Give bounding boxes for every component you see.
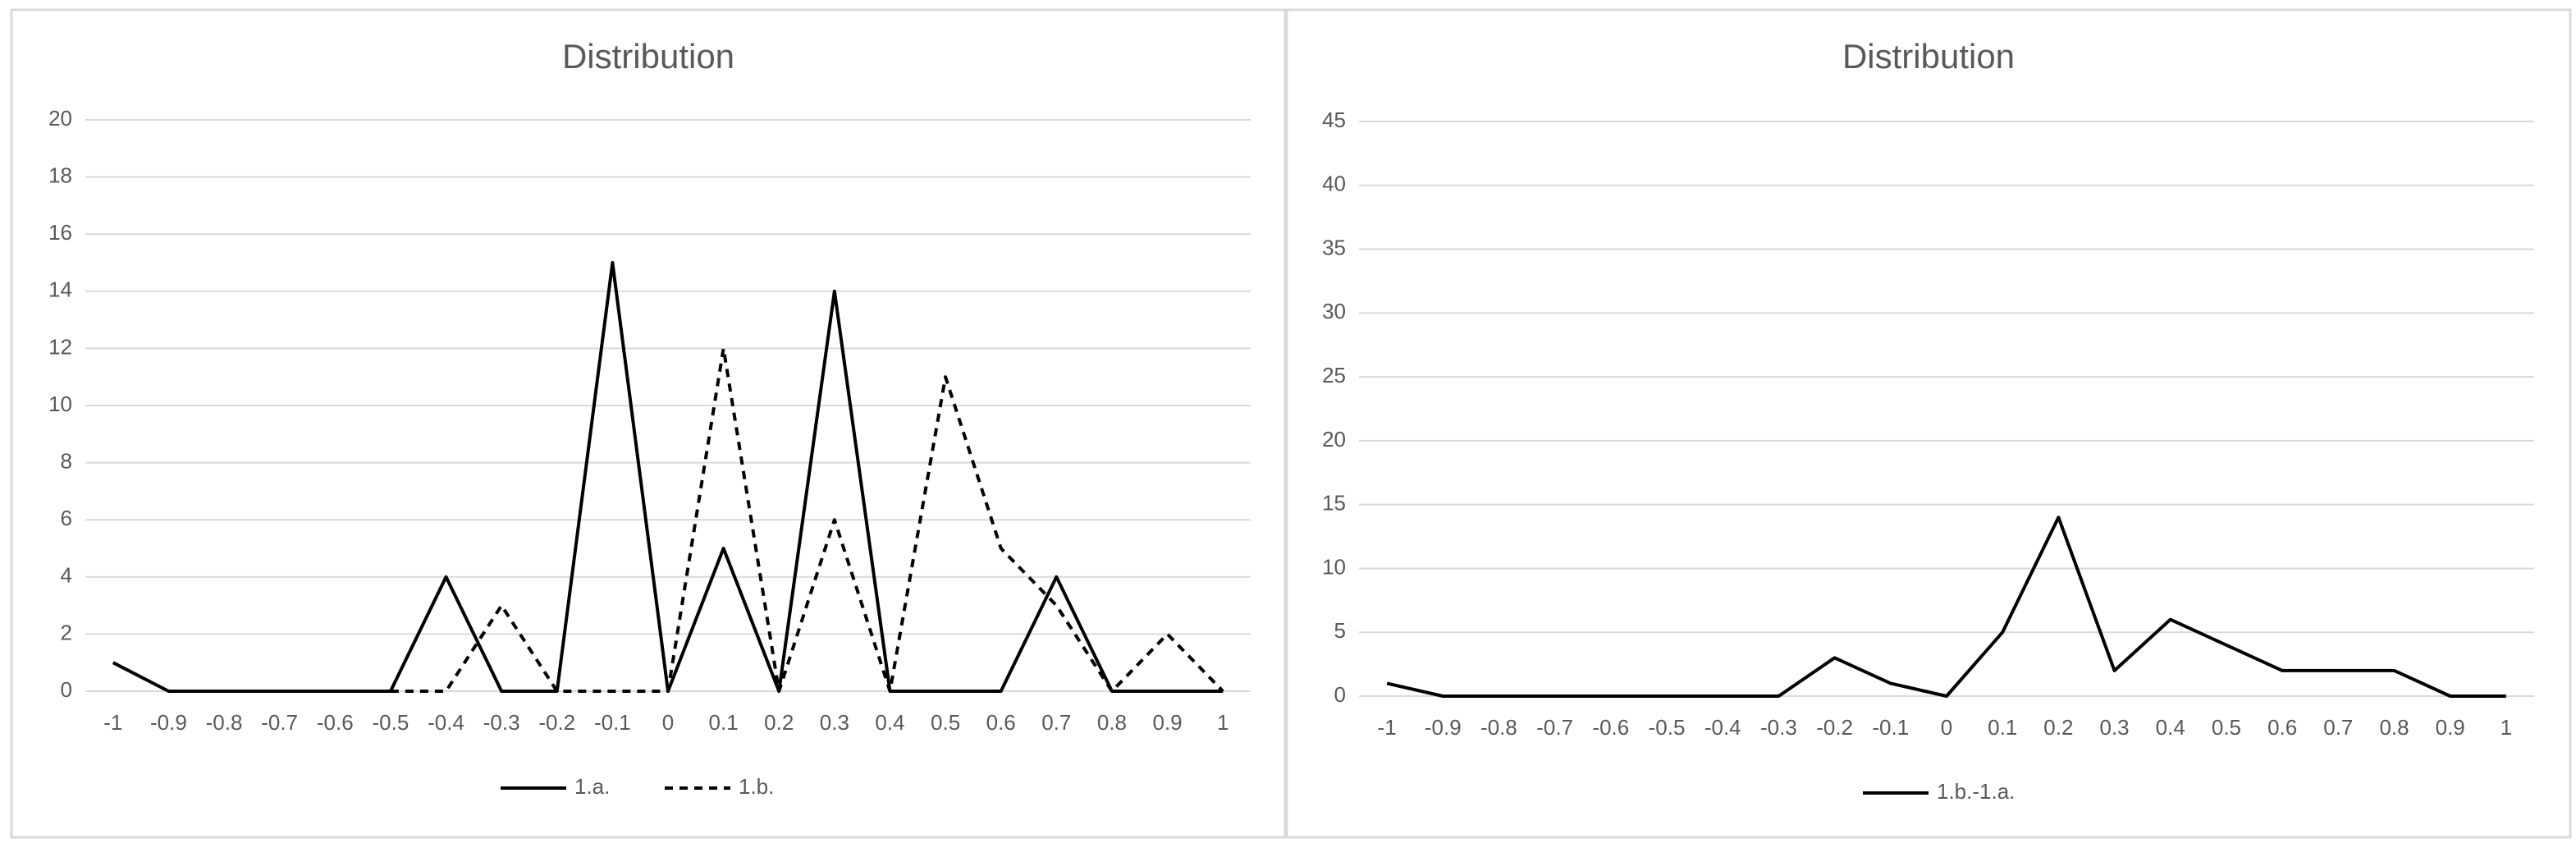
y-tick-label: 12: [48, 334, 72, 359]
y-tick-label: 25: [1322, 363, 1346, 387]
x-tick-label: -0.8: [1480, 715, 1517, 740]
x-tick-label: 0.1: [709, 710, 739, 735]
x-tick-label: -0.7: [1536, 715, 1573, 740]
x-tick-label: 0.8: [2379, 715, 2409, 740]
y-tick-label: 2: [61, 620, 72, 644]
x-tick-label: -1: [1378, 715, 1397, 740]
x-tick-label: 0.9: [2436, 715, 2465, 740]
x-tick-label: 0.5: [2212, 715, 2241, 740]
x-tick-label: -0.2: [1816, 715, 1853, 740]
y-tick-label: 0: [61, 677, 72, 702]
x-tick-label: 0.3: [820, 710, 849, 735]
x-tick-label: -1: [103, 710, 122, 735]
y-tick-label: 20: [48, 106, 72, 131]
x-tick-label: -0.5: [1649, 715, 1686, 740]
series-line: [390, 346, 1224, 693]
x-tick-label: 0.6: [986, 710, 1016, 735]
y-tick-label: 45: [1322, 108, 1346, 132]
y-tick-label: 10: [1322, 554, 1346, 579]
y-tick-label: 10: [48, 392, 72, 416]
x-tick-label: 0.6: [2267, 715, 2297, 740]
chart-frame: [1285, 8, 2572, 839]
y-tick-label: 18: [48, 163, 72, 187]
x-tick-label: 0: [1941, 715, 1952, 740]
x-tick-label: 0.7: [2323, 715, 2353, 740]
x-tick-label: -0.6: [1592, 715, 1629, 740]
x-tick-label: 1: [2501, 715, 2512, 740]
x-tick-label: 0.3: [2099, 715, 2129, 740]
y-tick-label: 30: [1322, 299, 1346, 323]
x-tick-label: 0.5: [931, 710, 960, 735]
chart-frame: [10, 8, 1287, 839]
y-tick-label: 35: [1322, 235, 1346, 259]
x-tick-label: 0.2: [2043, 715, 2073, 740]
x-tick-label: 0: [662, 710, 674, 735]
x-tick-label: -0.5: [372, 710, 409, 735]
x-tick-label: 0.1: [1988, 715, 2017, 740]
y-tick-label: 20: [1322, 427, 1346, 452]
x-tick-label: -0.3: [483, 710, 520, 735]
x-tick-label: 0.4: [875, 710, 904, 735]
x-tick-label: -0.1: [594, 710, 631, 735]
x-tick-label: -0.8: [206, 710, 243, 735]
x-tick-label: -0.9: [150, 710, 187, 735]
y-tick-label: 8: [61, 448, 72, 473]
x-tick-label: -0.6: [317, 710, 354, 735]
legend-label: 1.b.-1.a.: [1937, 779, 2015, 804]
y-tick-label: 15: [1322, 491, 1346, 516]
x-tick-label: -0.3: [1760, 715, 1797, 740]
x-tick-label: -0.9: [1425, 715, 1462, 740]
x-tick-label: 0.4: [2156, 715, 2185, 740]
y-tick-label: 14: [48, 277, 72, 302]
x-tick-label: -0.7: [261, 710, 298, 735]
y-tick-label: 40: [1322, 172, 1346, 196]
x-tick-label: 0.2: [764, 710, 794, 735]
legend-label: 1.b.: [739, 774, 774, 799]
x-tick-label: -0.4: [428, 710, 464, 735]
x-tick-label: 1: [1217, 710, 1229, 735]
x-tick-label: -0.4: [1704, 715, 1741, 740]
chart-title: Distribution: [562, 37, 734, 76]
x-tick-label: 0.8: [1097, 710, 1127, 735]
x-tick-label: -0.2: [538, 710, 575, 735]
x-tick-label: -0.1: [1872, 715, 1909, 740]
y-tick-label: 6: [61, 506, 72, 530]
x-tick-label: 0.7: [1041, 710, 1071, 735]
y-tick-label: 16: [48, 220, 72, 245]
chart-title: Distribution: [1842, 37, 2015, 76]
series-line: [1386, 516, 2506, 698]
x-tick-label: 0.9: [1152, 710, 1182, 735]
y-tick-label: 4: [61, 563, 72, 588]
legend-label: 1.a.: [574, 774, 610, 799]
y-tick-label: 5: [1334, 618, 1346, 643]
y-tick-label: 0: [1334, 682, 1346, 707]
